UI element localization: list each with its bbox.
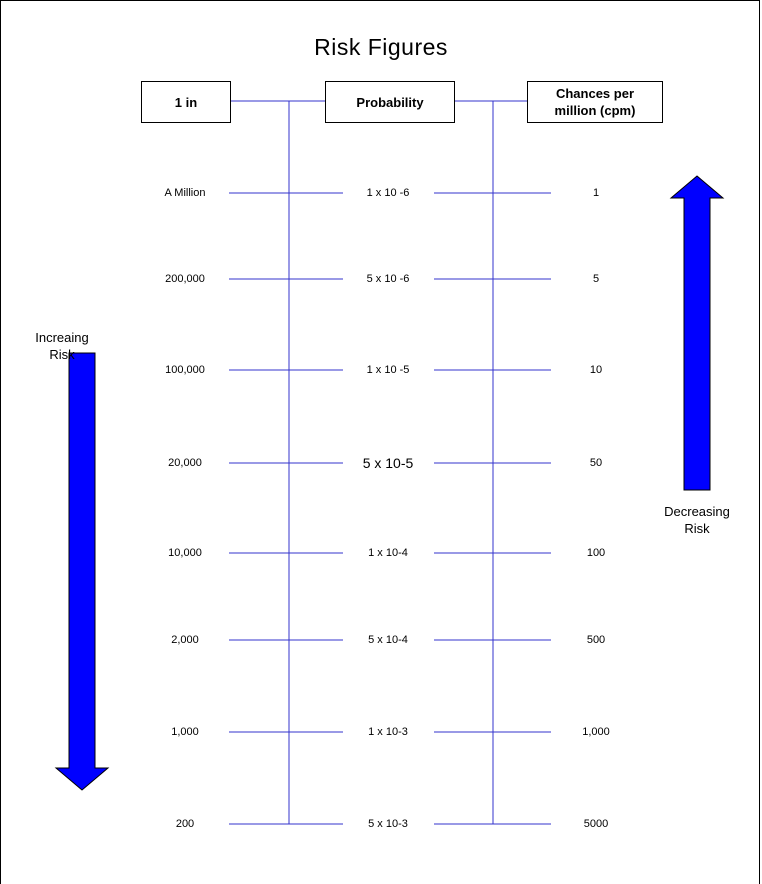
cpm-value: 1 bbox=[592, 187, 600, 199]
one-in-value: 10,000 bbox=[168, 547, 202, 559]
probability-value: 1 x 10-4 bbox=[368, 547, 408, 559]
probability-value: 1 x 10 -6 bbox=[366, 187, 410, 199]
one-in-value: 2,000 bbox=[171, 634, 199, 646]
probability-value: 5 x 10 -6 bbox=[366, 273, 410, 285]
probability-value: 5 x 10-5 bbox=[362, 455, 414, 471]
header-one-in: 1 in bbox=[141, 81, 231, 123]
one-in-value: 20,000 bbox=[168, 457, 202, 469]
one-in-value: A Million bbox=[164, 187, 206, 199]
cpm-value: 10 bbox=[589, 364, 603, 376]
increasing-risk-line2: Risk bbox=[49, 347, 75, 362]
one-in-value: 200 bbox=[175, 818, 195, 830]
header-probability-label: Probability bbox=[356, 94, 424, 110]
one-in-value: 1,000 bbox=[171, 726, 199, 738]
cpm-value: 5000 bbox=[583, 818, 609, 830]
header-one-in-label: 1 in bbox=[174, 94, 198, 110]
decreasing-risk-line1: Decreasing bbox=[664, 504, 730, 519]
cpm-value: 50 bbox=[589, 457, 603, 469]
header-cpm-line2: million (cpm) bbox=[554, 103, 636, 118]
header-cpm-line1: Chances per bbox=[555, 86, 635, 101]
probability-value: 5 x 10-4 bbox=[368, 634, 408, 646]
decreasing-risk-arrow bbox=[669, 175, 725, 491]
diagram-title: Risk Figures bbox=[314, 34, 448, 60]
cpm-value: 100 bbox=[586, 547, 606, 559]
increasing-risk-label: Increaing Risk bbox=[35, 329, 88, 363]
probability-value: 1 x 10-3 bbox=[368, 726, 408, 738]
cpm-value: 1,000 bbox=[582, 726, 610, 738]
one-in-value: 200,000 bbox=[165, 273, 205, 285]
probability-value: 1 x 10 -5 bbox=[366, 364, 410, 376]
probability-value: 5 x 10-3 bbox=[368, 818, 408, 830]
decreasing-risk-label: Decreasing Risk bbox=[664, 503, 730, 537]
increasing-risk-arrow bbox=[54, 352, 110, 791]
decreasing-risk-line2: Risk bbox=[684, 521, 710, 536]
one-in-value: 100,000 bbox=[165, 364, 205, 376]
cpm-value: 5 bbox=[592, 273, 600, 285]
header-cpm: Chances per million (cpm) bbox=[527, 81, 663, 123]
cpm-value: 500 bbox=[586, 634, 606, 646]
increasing-risk-line1: Increaing bbox=[35, 330, 89, 345]
header-probability: Probability bbox=[325, 81, 455, 123]
